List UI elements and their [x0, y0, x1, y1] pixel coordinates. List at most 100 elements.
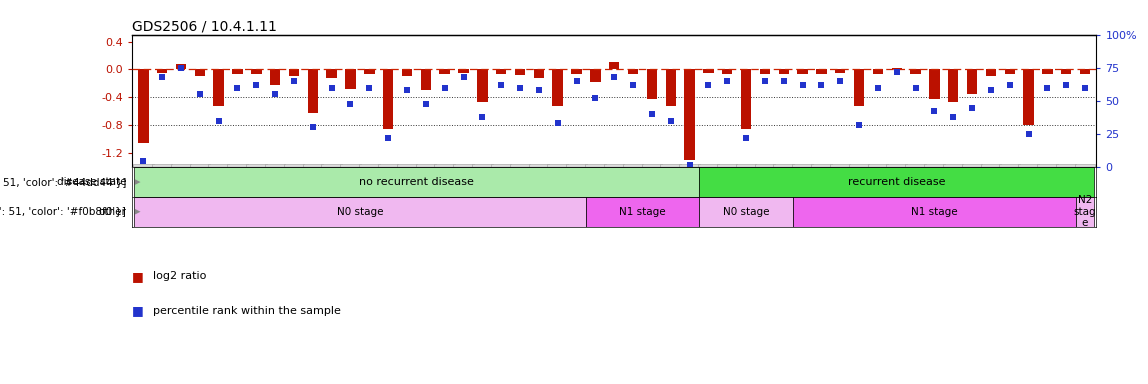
Text: ■: ■: [132, 305, 144, 318]
Bar: [383, 70, 394, 129]
Text: log2 ratio: log2 ratio: [153, 271, 205, 281]
Bar: [402, 70, 412, 76]
Point: [492, 82, 511, 88]
Bar: [326, 70, 336, 78]
Bar: [646, 70, 657, 99]
Bar: [798, 70, 808, 74]
Bar: [704, 70, 714, 73]
Point: [623, 82, 642, 88]
Bar: [534, 70, 544, 78]
Bar: [552, 70, 563, 106]
Point: [455, 74, 473, 80]
Point: [755, 78, 774, 84]
Text: N1 stage: N1 stage: [912, 207, 957, 217]
Text: GDS2506 / 10.4.1.11: GDS2506 / 10.4.1.11: [132, 20, 277, 33]
Point: [379, 135, 397, 141]
Point: [982, 87, 1000, 93]
Point: [925, 108, 944, 114]
Bar: [232, 70, 242, 74]
Point: [567, 78, 585, 84]
Point: [737, 135, 755, 141]
Text: N1 stage: N1 stage: [619, 207, 666, 217]
Text: other: other: [99, 207, 126, 217]
Bar: [364, 70, 374, 74]
Point: [605, 74, 623, 80]
Bar: [699, 197, 793, 227]
Bar: [948, 70, 959, 102]
Point: [323, 84, 341, 91]
Point: [907, 84, 925, 91]
Point: [209, 118, 227, 124]
Bar: [666, 70, 676, 106]
Text: percentile rank within the sample: percentile rank within the sample: [153, 306, 341, 316]
Point: [435, 84, 453, 91]
Point: [473, 114, 491, 120]
Bar: [1042, 70, 1053, 74]
Bar: [1004, 70, 1015, 74]
Point: [850, 122, 868, 128]
Point: [699, 82, 718, 88]
Point: [812, 82, 830, 88]
Point: [153, 74, 171, 80]
Point: [963, 104, 982, 111]
Point: [360, 84, 379, 91]
Text: ■: ■: [132, 270, 144, 283]
Point: [718, 78, 736, 84]
Bar: [1061, 70, 1071, 74]
Point: [549, 120, 567, 126]
Text: disease state: disease state: [56, 177, 126, 187]
Text: N0 stage: N0 stage: [336, 207, 383, 217]
Text: N2
stag
e: N2 stag e: [1073, 195, 1096, 228]
Bar: [722, 70, 732, 74]
Bar: [134, 197, 585, 227]
Point: [944, 114, 962, 120]
Bar: [986, 70, 996, 76]
Point: [398, 87, 417, 93]
Point: [247, 82, 265, 88]
Point: [1001, 82, 1019, 88]
Point: [1076, 84, 1094, 91]
Point: [172, 65, 191, 71]
Bar: [760, 70, 770, 74]
Bar: [892, 68, 902, 70]
Bar: [496, 70, 506, 74]
Bar: [608, 63, 620, 70]
Bar: [572, 70, 582, 74]
Point: [869, 84, 887, 91]
Point: [134, 157, 153, 164]
Point: [643, 111, 661, 117]
Point: [1019, 131, 1038, 137]
Bar: [458, 70, 468, 73]
Bar: [1023, 70, 1033, 125]
Point: [775, 78, 793, 84]
Bar: [195, 70, 205, 76]
Bar: [134, 167, 699, 197]
Bar: [699, 167, 1094, 197]
Bar: [793, 197, 1076, 227]
Bar: [929, 70, 939, 99]
Bar: [872, 70, 883, 74]
Point: [341, 101, 359, 107]
Bar: [138, 70, 148, 143]
Bar: [590, 70, 600, 82]
Point: [887, 69, 906, 75]
Point: [1057, 82, 1076, 88]
Bar: [270, 70, 280, 85]
Point: [587, 95, 605, 101]
Bar: [289, 70, 300, 76]
Bar: [1080, 70, 1091, 74]
Bar: [214, 70, 224, 106]
Bar: [835, 70, 845, 73]
Point: [191, 91, 209, 97]
Bar: [967, 70, 977, 94]
Bar: [816, 70, 827, 74]
Point: [228, 84, 247, 91]
Bar: [585, 197, 699, 227]
Bar: [420, 70, 430, 90]
Bar: [478, 70, 488, 102]
Bar: [740, 70, 751, 129]
Bar: [854, 70, 864, 106]
Bar: [157, 70, 168, 73]
Bar: [1076, 197, 1094, 227]
Bar: [910, 70, 921, 74]
